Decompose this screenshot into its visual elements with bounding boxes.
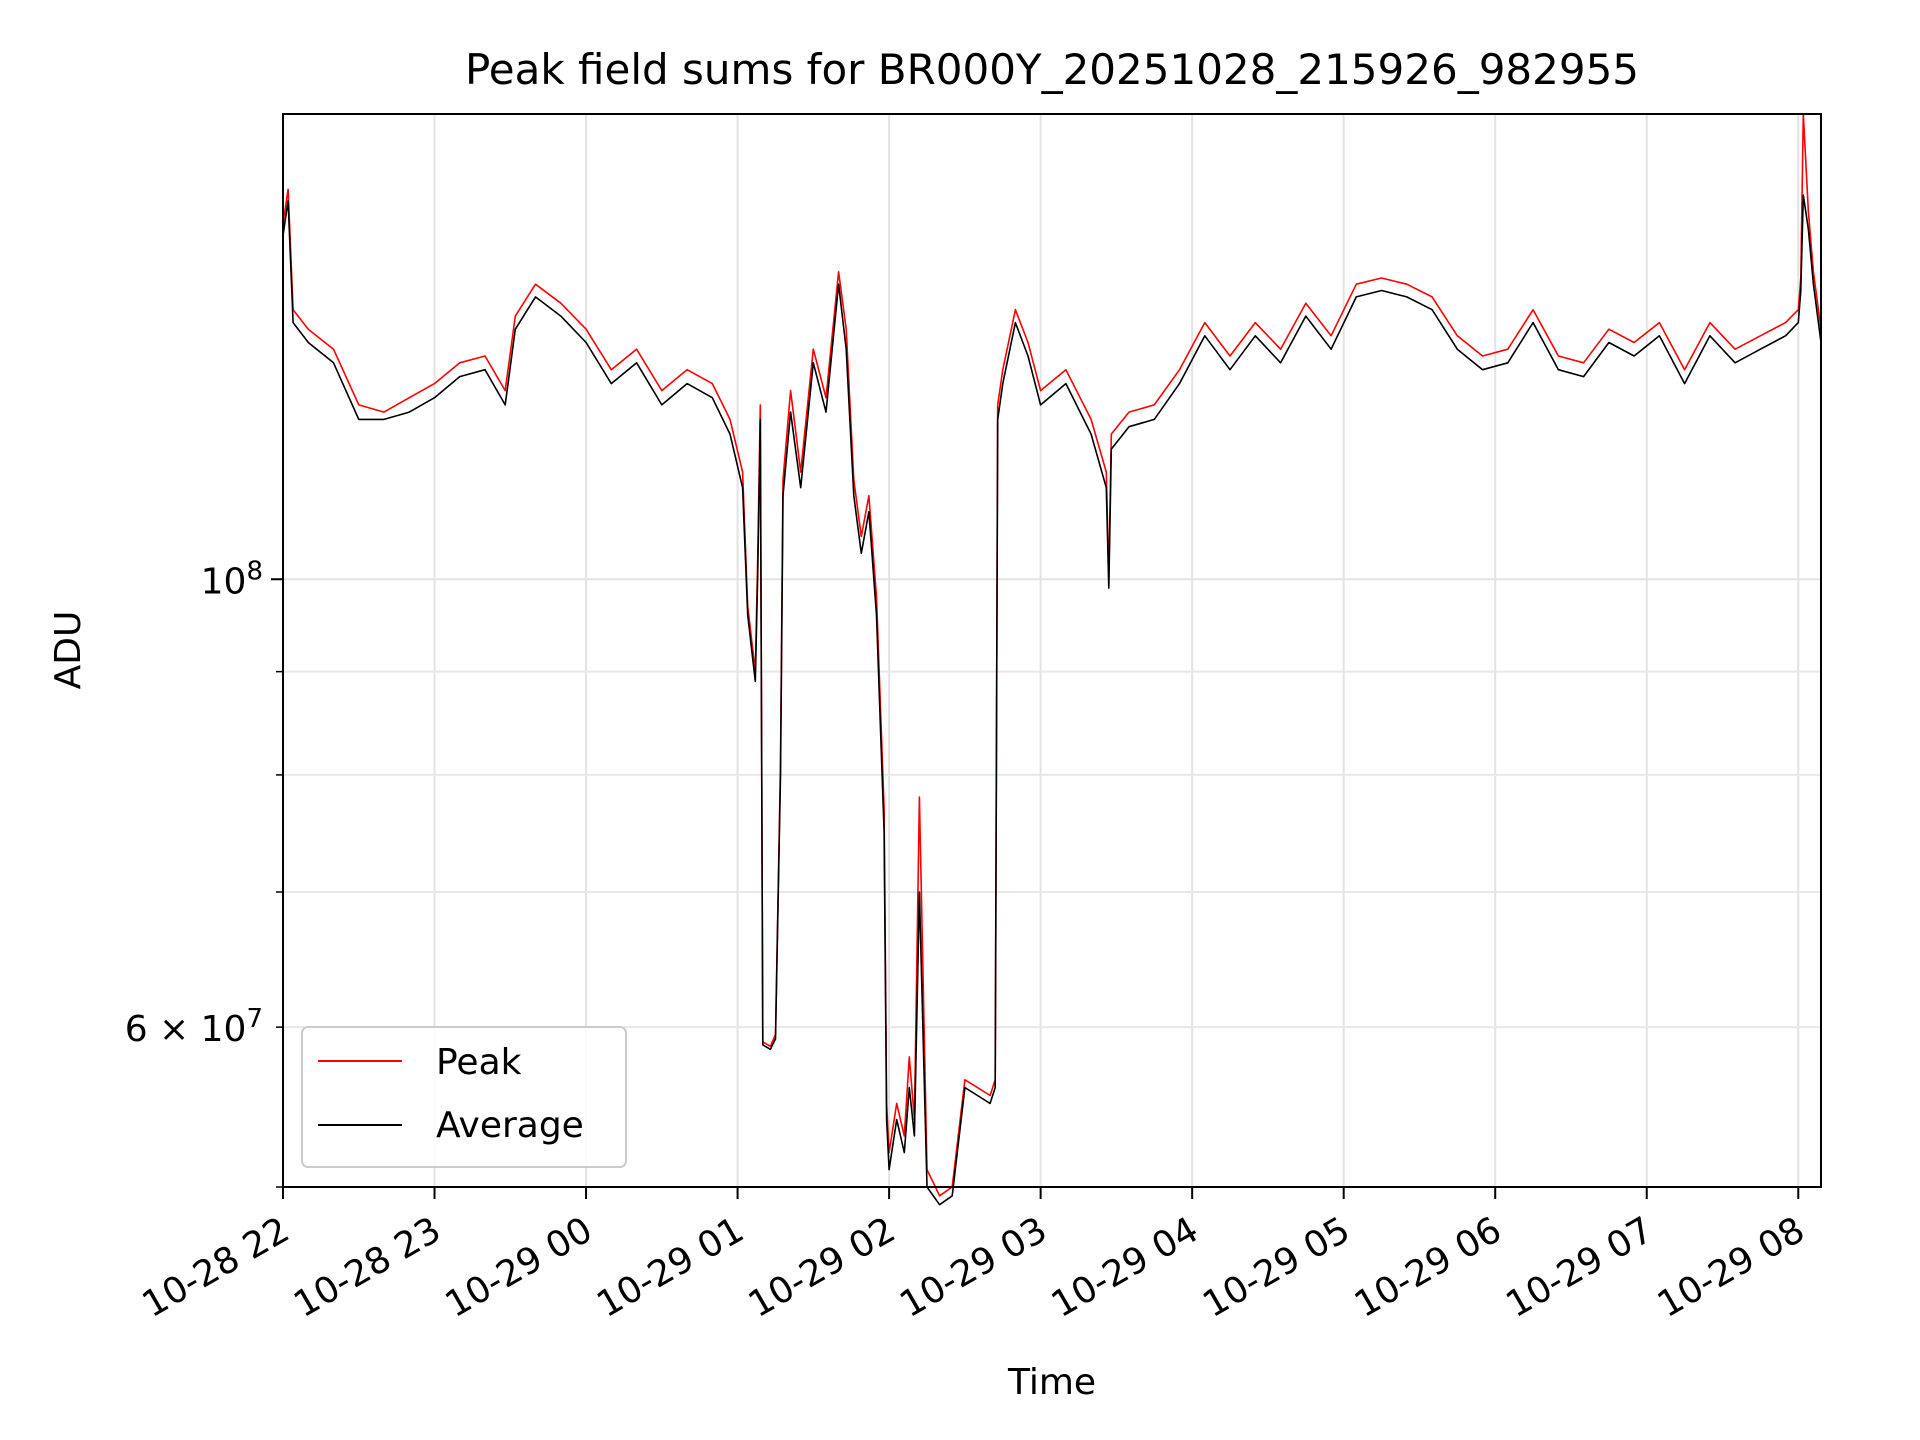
y-tick-label: 6 × 107 (125, 1004, 263, 1050)
series-lines (282, 113, 1822, 1206)
series-line-average (282, 194, 1822, 1206)
legend-label-peak: Peak (436, 1042, 522, 1083)
chart-title: Peak field sums for BR000Y_20251028_2159… (465, 45, 1639, 94)
series-line-peak (282, 113, 1822, 1197)
x-axis-label: Time (1007, 1362, 1096, 1403)
plot-frame (282, 113, 1822, 1188)
legend: Peak Average (301, 1026, 627, 1168)
y-axis-label: ADU (48, 611, 89, 690)
legend-label-average: Average (436, 1105, 584, 1146)
